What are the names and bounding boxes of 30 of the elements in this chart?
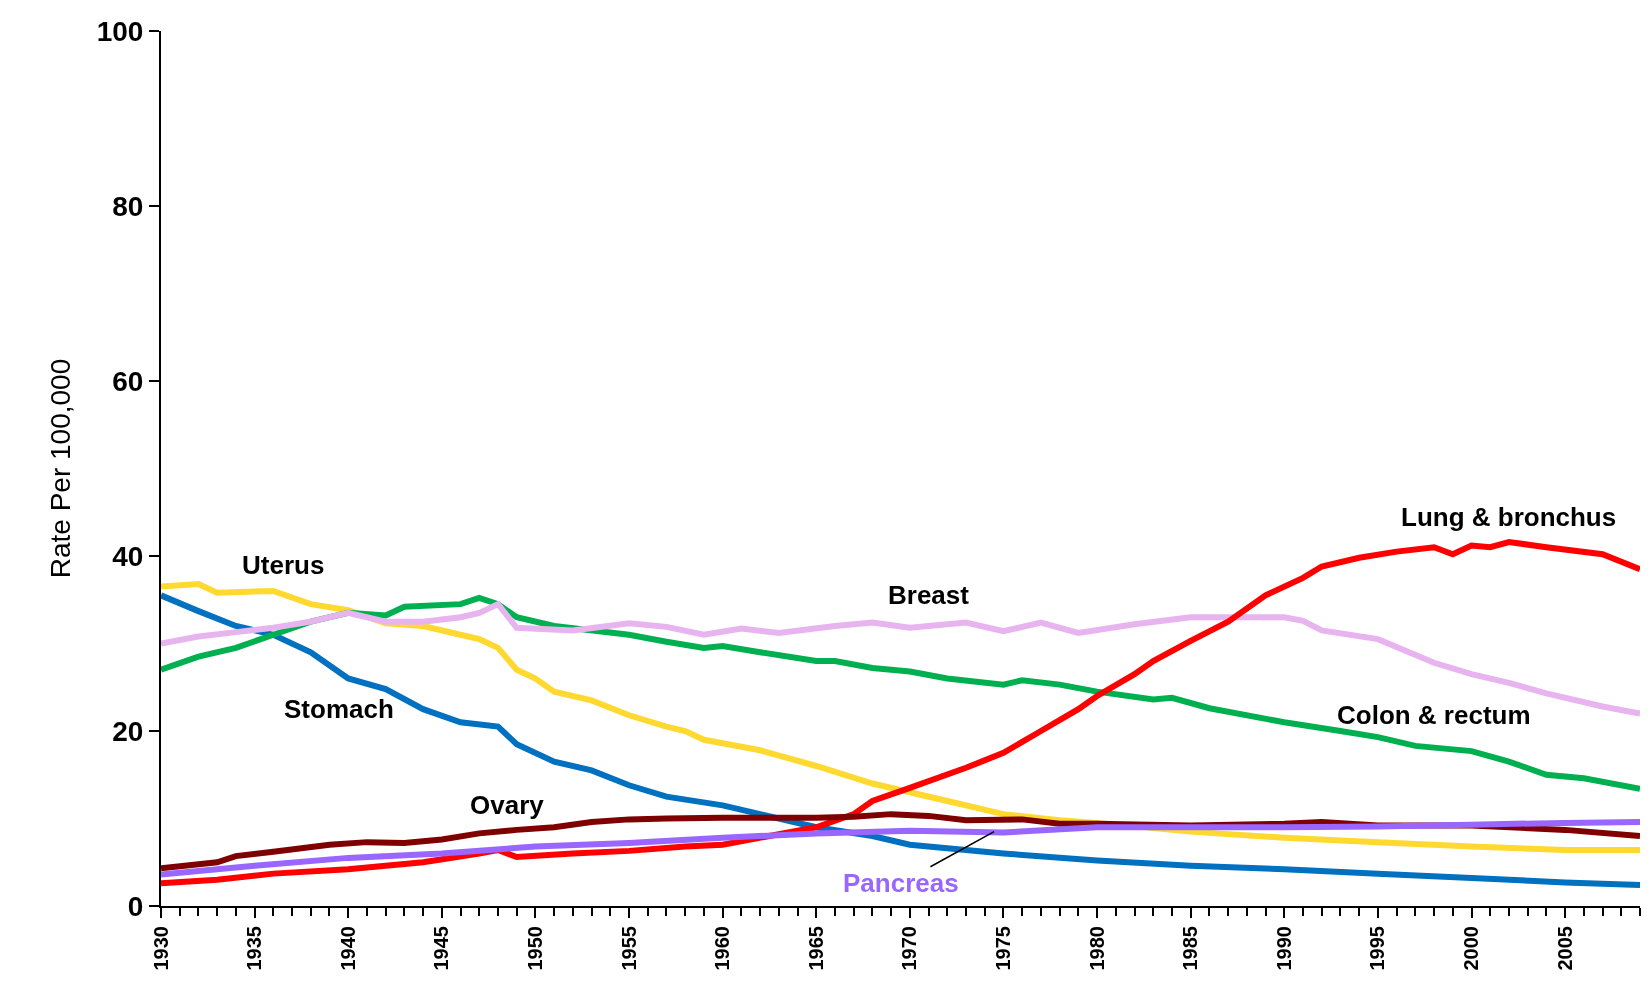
y-tick-label: 0 [127,890,144,922]
y-tick-label: 20 [112,715,144,747]
y-tick-label: 80 [112,190,144,222]
x-tick-label: 1940 [336,926,359,971]
x-tick-label: 1975 [991,926,1014,971]
series-label: Colon & rectum [1337,700,1531,730]
x-tick-label: 1990 [1272,926,1295,971]
y-tick-label: 100 [96,15,144,47]
series-label: Ovary [470,790,545,820]
x-tick-label: 1950 [523,926,546,971]
y-tick-label: 40 [112,540,144,572]
y-tick-label: 60 [112,365,144,397]
series-label: Breast [888,580,970,610]
y-axis-title: Rate Per 100,000 [44,358,76,579]
x-tick-label: 2005 [1553,926,1576,971]
x-tick-label: 1965 [804,926,827,971]
series-label: Lung & bronchus [1401,502,1617,532]
series-label: Pancreas [843,868,959,898]
x-tick-label: 1995 [1366,926,1389,971]
x-tick-label: 1970 [898,926,921,971]
x-tick-label: 1935 [243,926,266,971]
x-tick-label: 1985 [1179,926,1202,971]
x-tick-label: 1930 [149,926,172,971]
x-tick-label: 1955 [617,926,640,971]
x-tick-label: 1945 [430,926,453,971]
x-tick-label: 2000 [1460,926,1483,971]
x-tick-label: 1980 [1085,926,1108,971]
series-label: Uterus [242,550,325,580]
x-tick-label: 1960 [711,926,734,971]
series-label: Stomach [284,694,394,724]
